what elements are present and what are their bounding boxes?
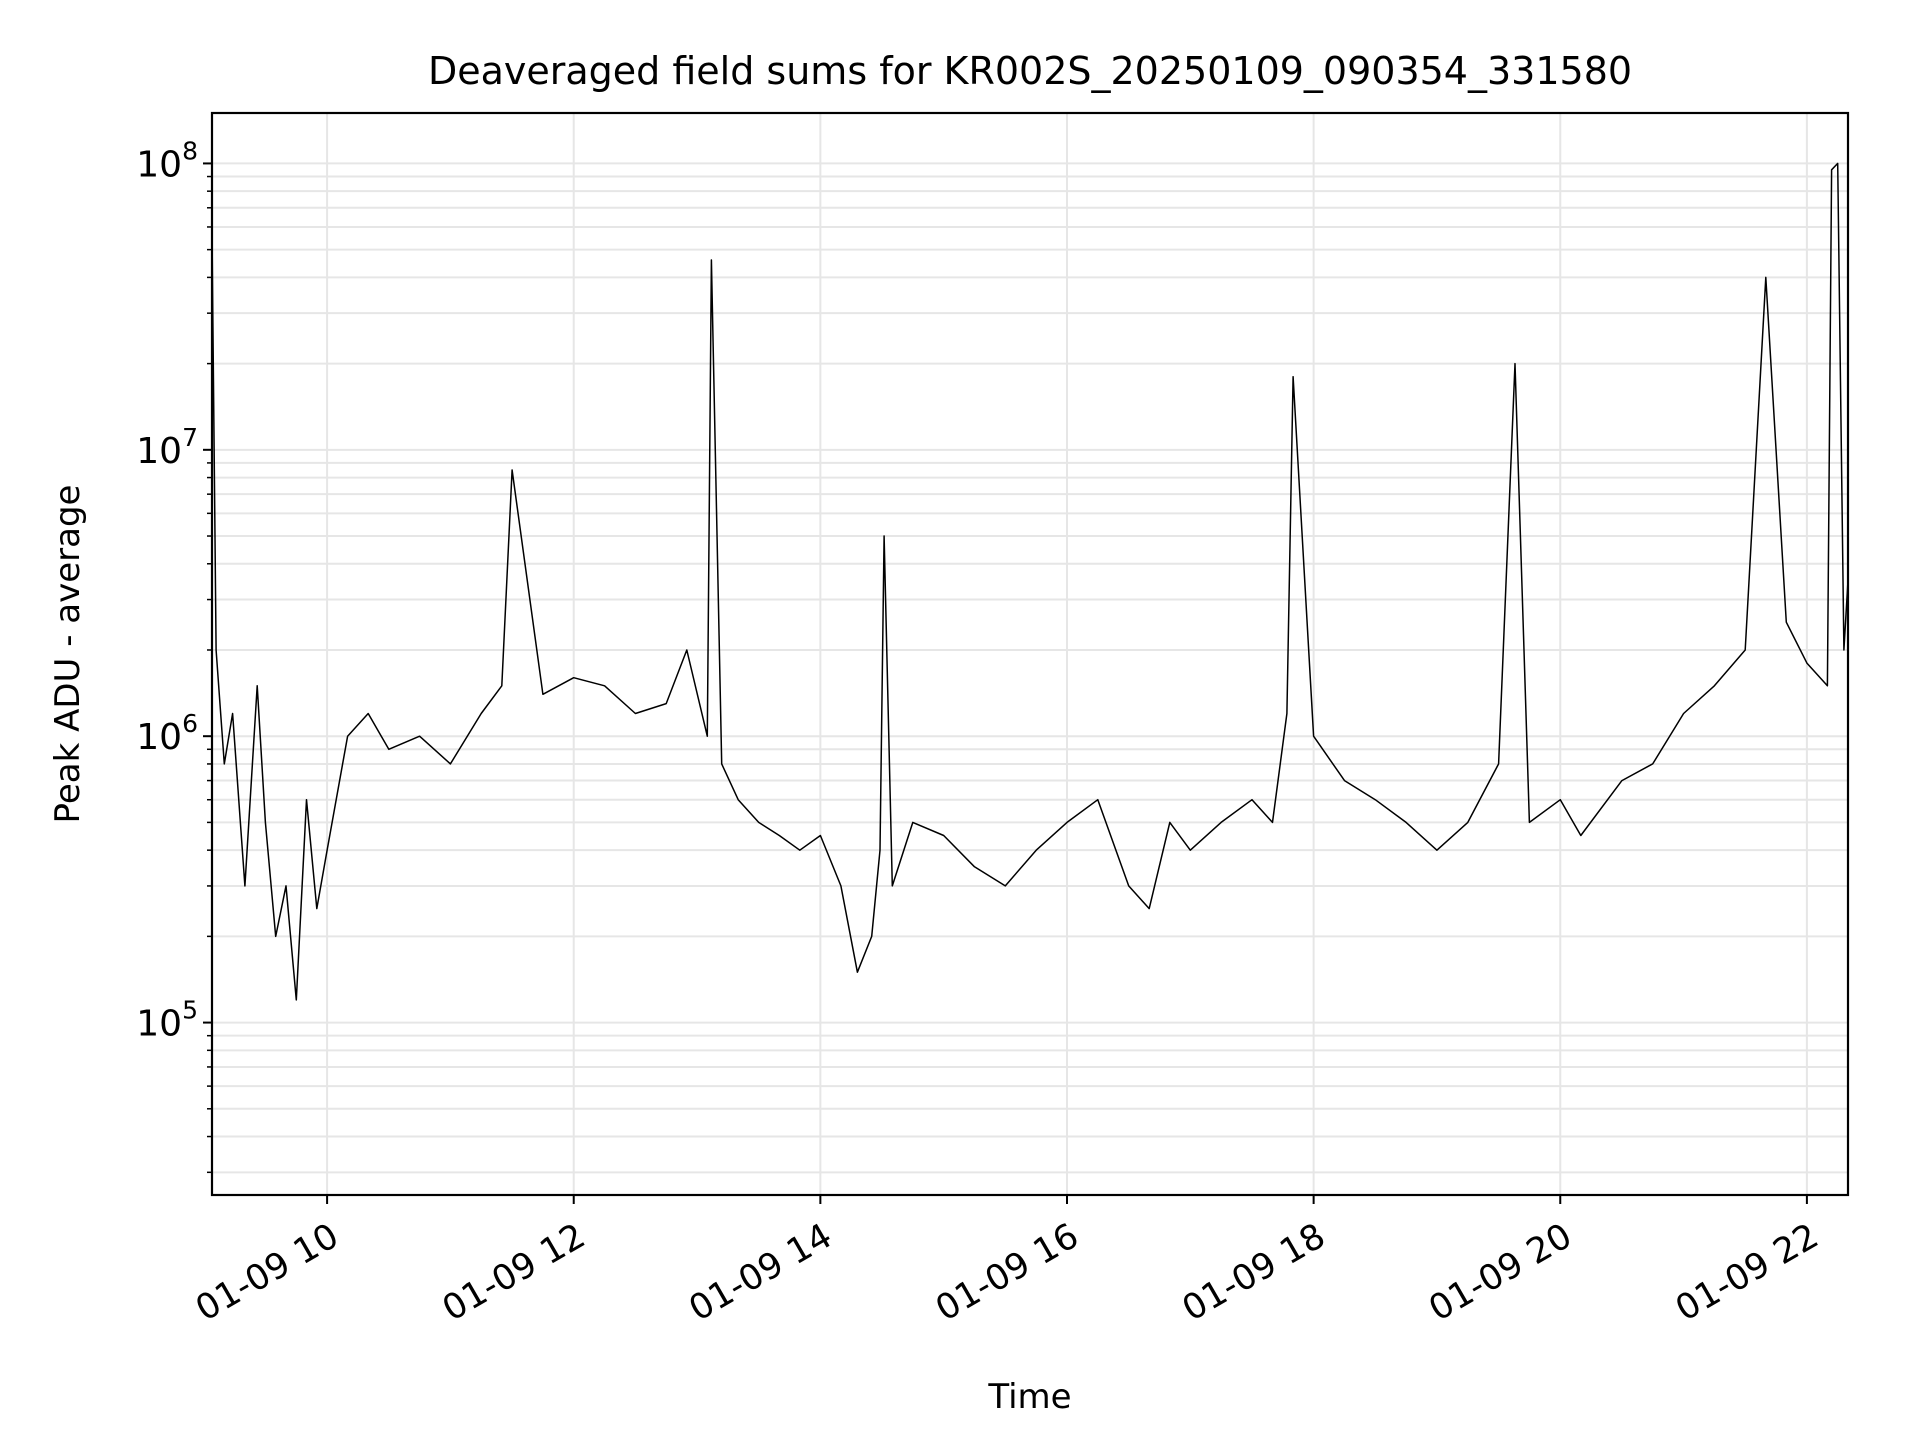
x-tick-label: 01-09 18 (1176, 1216, 1332, 1329)
series-line (211, 162, 1849, 1001)
x-tick-label: 01-09 10 (189, 1216, 345, 1329)
y-tick-label: 105 (136, 996, 198, 1045)
x-tick-label: 01-09 22 (1669, 1216, 1825, 1329)
y-axis: 105 106 107 108 (136, 136, 212, 1174)
plot-frame (210, 111, 1850, 1197)
x-axis: 01-09 10 01-09 12 01-09 14 01-09 16 01-09 18… (189, 1195, 1825, 1329)
x-tick-label: 01-09 20 (1422, 1216, 1578, 1329)
series-group (211, 162, 1849, 1001)
y-tick-label: 108 (136, 136, 198, 185)
x-tick-label: 01-09 12 (436, 1216, 592, 1329)
x-tick-label: 01-09 16 (929, 1216, 1085, 1329)
chart-title: Deaveraged field sums for KR002S_2025010… (428, 49, 1632, 93)
x-tick-label: 01-09 14 (683, 1216, 839, 1329)
y-tick-label: 106 (136, 709, 198, 758)
y-axis-label: Peak ADU - average (48, 485, 88, 824)
y-tick-label: 107 (136, 423, 198, 472)
grid-lines (212, 113, 1848, 1195)
x-axis-label: Time (987, 1377, 1071, 1417)
